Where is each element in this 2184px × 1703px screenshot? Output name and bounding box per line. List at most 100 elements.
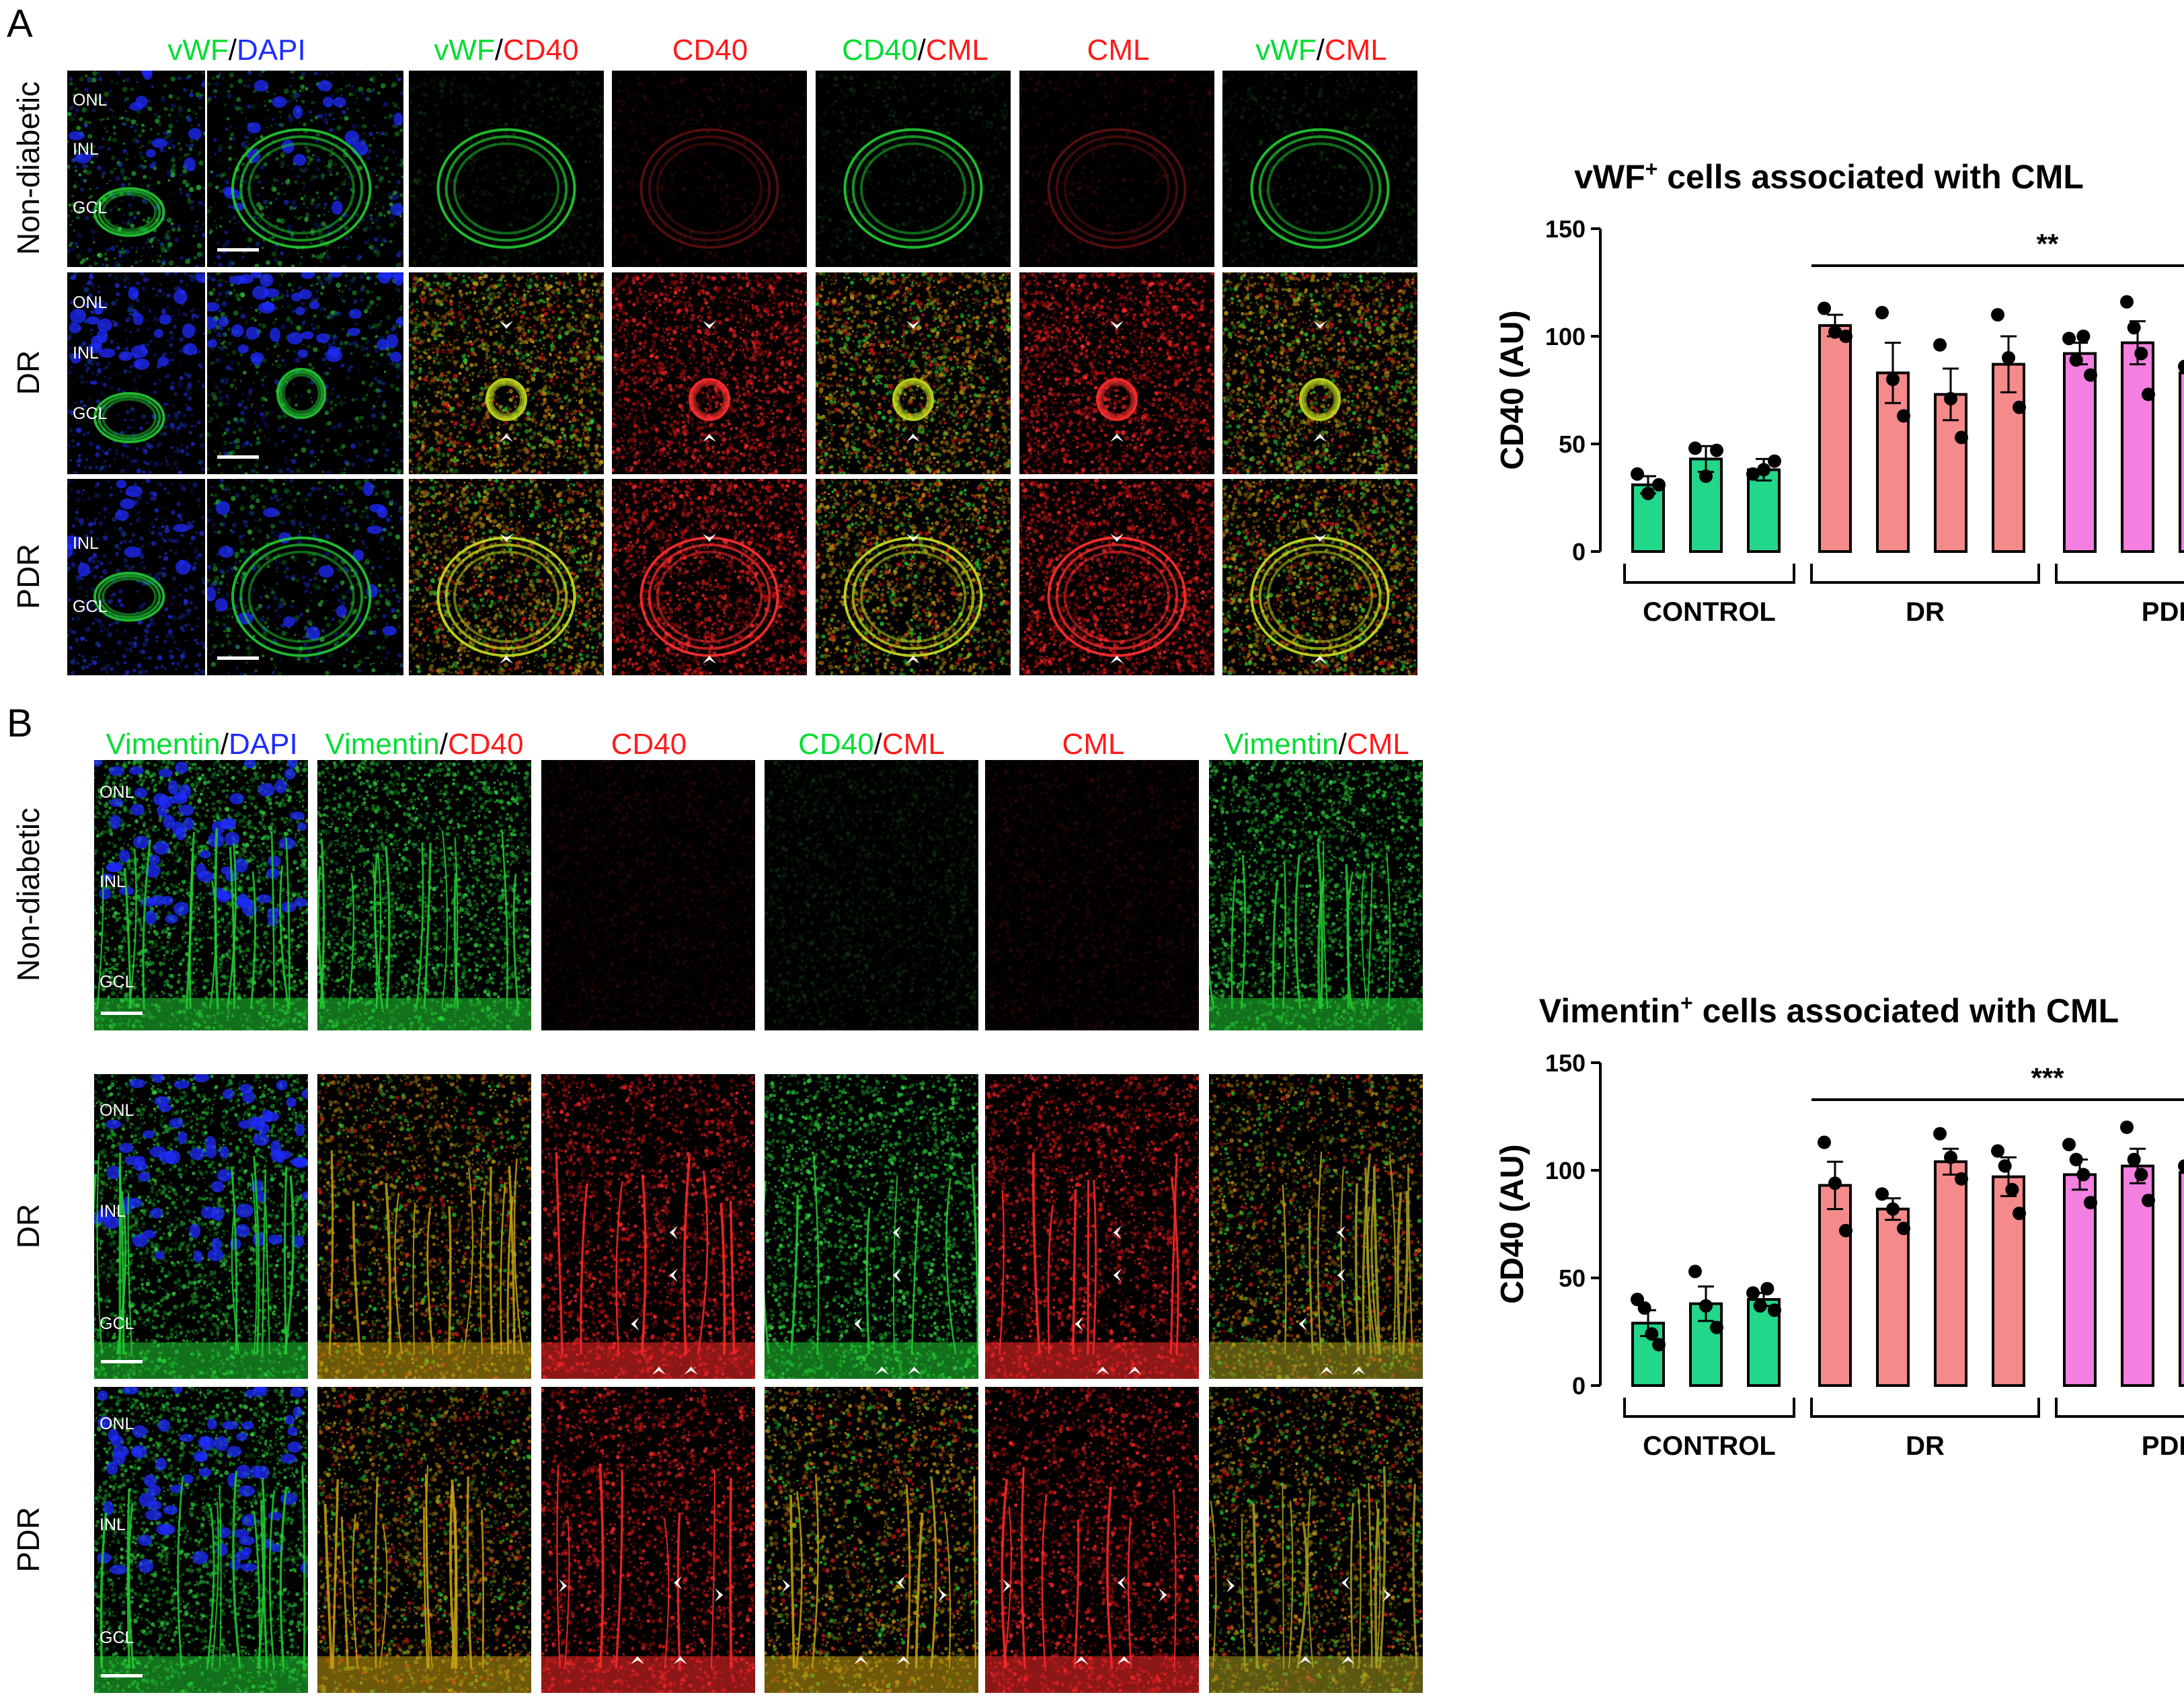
row-label: PDR [10,1405,46,1674]
chart-title-main: Vimentin [1539,992,1680,1030]
column-header-part: CML [882,728,945,761]
retina-layer-label: INL [73,140,99,159]
scale-bar [217,455,259,459]
group-bracket [2056,564,2184,582]
column-header-part: / [495,34,503,67]
y-tick-label: 100 [1545,323,1586,350]
micrograph-a-r2-c5 [816,272,1011,474]
data-point [1757,463,1770,476]
bar-pdr-3 [2180,373,2184,552]
scale-bar [217,248,259,252]
micrograph-b-r2-c2 [317,1074,531,1379]
chart-vimentin-cd40: Vimentin+ cells associated with CML05010… [1412,969,2184,1480]
micrograph-a-r3-c6 [1019,479,1214,675]
scale-bar [101,1360,143,1363]
y-tick-label: 100 [1545,1157,1586,1184]
y-tick-label: 50 [1559,430,1586,458]
y-tick-label: 150 [1545,215,1586,243]
column-header-part: CD40 [672,34,748,67]
micrograph-b-r2-c3 [541,1074,755,1379]
micrograph-a-r2-vwf-dapi [207,272,403,474]
column-header-part: CML [926,34,988,67]
retina-layer-label: INL [100,1515,126,1535]
y-tick-label: 0 [1572,1372,1586,1400]
row-label: DR [10,1092,46,1361]
scale-bar [101,1012,143,1015]
chart-title-superscript: + [1680,991,1693,1015]
chart-title: vWF+ cells associated with CML [1574,157,2084,196]
data-point [1754,1299,1767,1313]
bar-dr-2 [1877,1209,1908,1386]
column-header-part: vWF [1255,34,1316,67]
column-header-part: CML [1062,728,1125,761]
retina-layer-label: INL [73,344,99,363]
bar-pdr-1 [2064,354,2095,552]
data-point [1998,1160,2012,1173]
micrograph-a-r1-vwf-dapi-overview: ONL INL GCL [67,71,205,267]
micrograph-a-r3-c3 [409,479,604,675]
data-point [1710,444,1723,457]
micrograph-b-r1-c2 [317,760,531,1030]
retina-layer-label: INL [100,872,126,892]
data-point [2120,1121,2134,1134]
data-point [1760,1282,1774,1295]
column-header-part: DAPI [229,728,298,761]
micrograph-a-r1-vwf-dapi [207,71,403,267]
retina-layer-label: GCL [73,198,107,218]
data-point [2084,369,2097,382]
micrograph-a-r2-c6 [1019,272,1214,474]
data-point [1818,1135,1831,1149]
data-point [2076,330,2090,343]
data-point [2062,1138,2076,1151]
scale-bar [217,656,259,660]
y-axis-label: CD40 (AU) [1495,310,1530,469]
data-point [1768,1303,1781,1317]
data-point [1897,409,1910,422]
data-point [1699,469,1713,483]
data-point [1631,467,1644,481]
group-bracket [1811,564,2039,582]
retina-layer-label: ONL [73,91,107,110]
retina-layer-label: GCL [73,597,107,617]
retina-layer-label: GCL [100,973,134,992]
micrograph-b-r3-c5 [985,1387,1199,1693]
column-header-part: Vimentin [1224,728,1338,761]
micrograph-b-r2-c4 [765,1074,978,1379]
data-point [1886,373,1900,386]
group-label: PDR [2142,1431,2184,1461]
data-point [1886,1203,1900,1216]
data-point [1652,478,1666,492]
retina-layer-label: ONL [100,1414,134,1434]
column-header-part: CD40 [842,34,918,67]
data-point [2142,1194,2155,1207]
micrograph-a-r3-vwf-dapi-overview: INL GCL [67,479,205,675]
micrograph-a-r2-vwf-dapi-overview: ONL INL GCL [67,272,205,474]
group-bracket [2056,1398,2184,1416]
column-header-part: vWF [434,34,494,67]
micrograph-b-r1-c4 [765,760,978,1030]
column-header-part: CML [1087,34,1150,67]
data-point [1955,430,1968,444]
micrograph-b-r2-c5 [985,1074,1199,1379]
data-point [2005,1183,2019,1197]
group-label: CONTROL [1643,1431,1776,1461]
row-label: PDR [10,442,46,711]
column-header-part: / [1317,34,1325,67]
micrograph-a-r3-c4 [612,479,807,675]
column-header-part: CML [1325,34,1387,67]
column-header-part: vWF [167,34,228,67]
retina-layer-label: ONL [100,783,134,802]
micrograph-a-r3-c7 [1222,479,1417,675]
significance-marker: *** [2031,1062,2064,1094]
micrograph-a-r2-c7 [1222,272,1417,474]
data-point [1875,306,1889,319]
data-point [1944,1151,1957,1164]
column-header-B-6: Vimentin/CML [1182,728,1451,761]
micrograph-b-r1-c3 [541,760,755,1030]
micrograph-b-r3-c3 [541,1387,755,1693]
micrograph-b-r3-c6 [1209,1387,1423,1693]
data-point [1839,330,1852,343]
micrograph-b-r2-c6 [1209,1074,1423,1379]
y-axis-label: CD40 (AU) [1495,1144,1530,1303]
retina-layer-label: GCL [73,404,107,424]
